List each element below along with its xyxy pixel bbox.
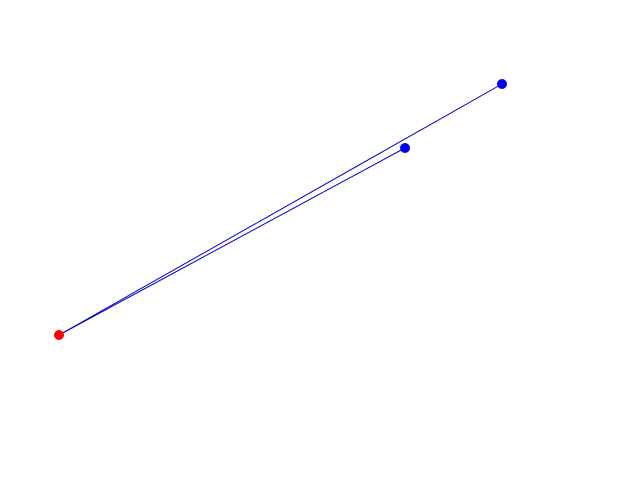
- connector-line: [58, 147, 406, 336]
- origin-point: [54, 330, 64, 340]
- connector-line: [58, 83, 503, 336]
- target-point: [400, 143, 410, 153]
- target-point: [497, 79, 507, 89]
